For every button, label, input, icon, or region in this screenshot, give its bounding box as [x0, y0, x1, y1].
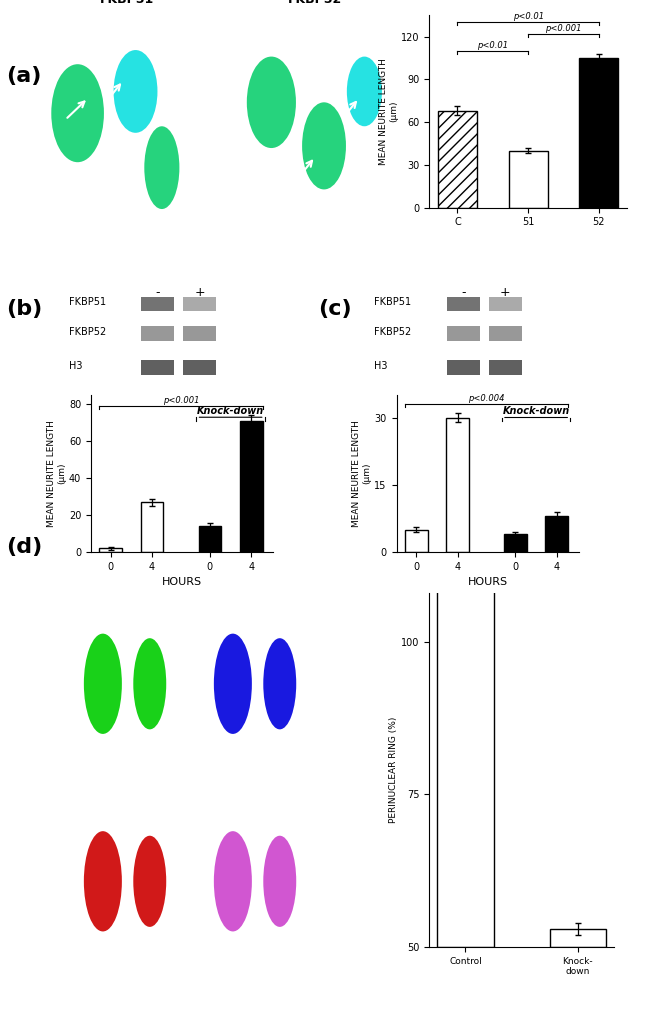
Y-axis label: PERINUCLEAR RING (%): PERINUCLEAR RING (%) [389, 716, 398, 824]
Text: p<0.01: p<0.01 [477, 41, 508, 50]
Text: p23: p23 [195, 600, 215, 610]
Bar [438, 110, 477, 208]
Text: FKBP52: FKBP52 [288, 0, 343, 6]
Bar [183, 361, 216, 375]
Bar [142, 297, 174, 311]
Ellipse shape [214, 831, 252, 932]
Text: (c): (c) [318, 299, 352, 319]
Ellipse shape [302, 102, 346, 189]
Text: -: - [155, 286, 160, 299]
Bar [447, 361, 480, 375]
Text: p<0.001: p<0.001 [162, 396, 199, 405]
Bar [489, 361, 521, 375]
Text: +: + [500, 286, 510, 299]
Text: p<0.01: p<0.01 [513, 12, 543, 21]
X-axis label: HOURS: HOURS [467, 577, 508, 588]
Text: FKBP52: FKBP52 [374, 326, 411, 336]
X-axis label: HOURS: HOURS [162, 577, 202, 588]
Text: FKBP51: FKBP51 [374, 297, 411, 307]
Text: FKBP51: FKBP51 [69, 297, 106, 307]
Bar [509, 151, 547, 208]
Ellipse shape [133, 638, 166, 729]
Bar [183, 326, 216, 341]
Text: H3: H3 [69, 361, 82, 371]
Bar [545, 517, 568, 552]
Bar [550, 929, 606, 947]
Ellipse shape [51, 64, 104, 162]
Text: FKBP52: FKBP52 [65, 600, 107, 610]
Bar [183, 297, 216, 311]
Text: (d): (d) [6, 537, 43, 557]
Text: FKBP52: FKBP52 [69, 326, 106, 336]
Ellipse shape [133, 836, 166, 927]
Bar [198, 526, 221, 552]
Bar [489, 326, 521, 341]
Text: FKBP51: FKBP51 [99, 0, 154, 6]
Bar [437, 415, 493, 947]
Bar [142, 361, 174, 375]
Ellipse shape [144, 127, 179, 209]
Y-axis label: MEAN NEURITE LENGTH
(μm): MEAN NEURITE LENGTH (μm) [47, 420, 66, 527]
Ellipse shape [84, 634, 122, 733]
Ellipse shape [214, 634, 252, 733]
Y-axis label: MEAN NEURITE LENGTH
(μm): MEAN NEURITE LENGTH (μm) [378, 58, 398, 165]
Bar [140, 502, 163, 552]
Text: (b): (b) [6, 299, 43, 319]
Bar [240, 421, 263, 552]
Text: +: + [194, 286, 205, 299]
Text: p<0.001: p<0.001 [545, 24, 582, 32]
Text: Knock-down: Knock-down [197, 405, 265, 415]
Bar [405, 530, 428, 552]
Bar [579, 58, 618, 208]
Ellipse shape [263, 638, 296, 729]
Bar [447, 297, 480, 311]
Bar [504, 534, 526, 552]
Ellipse shape [347, 57, 382, 127]
Y-axis label: MEAN NEURITE LENGTH
(μm): MEAN NEURITE LENGTH (μm) [352, 420, 372, 527]
Text: Knock-down: Knock-down [502, 406, 570, 416]
Text: Merge: Merge [195, 797, 229, 807]
Ellipse shape [84, 831, 122, 932]
Ellipse shape [114, 50, 157, 133]
Bar [489, 297, 521, 311]
Text: p<0.004: p<0.004 [468, 394, 504, 403]
Bar [99, 548, 122, 552]
Text: hsp90: hsp90 [65, 797, 98, 807]
Bar [446, 417, 469, 552]
Bar [447, 326, 480, 341]
Text: (a): (a) [6, 66, 42, 86]
Text: -: - [461, 286, 465, 299]
Ellipse shape [263, 836, 296, 927]
Ellipse shape [247, 57, 296, 148]
Bar [142, 326, 174, 341]
Text: H3: H3 [374, 361, 387, 371]
